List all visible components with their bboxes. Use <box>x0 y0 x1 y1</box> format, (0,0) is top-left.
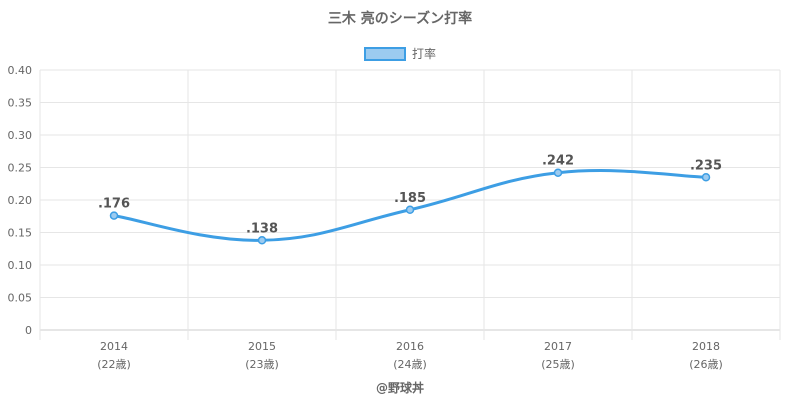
y-tick-label: 0.40 <box>8 64 33 77</box>
data-point[interactable] <box>257 236 267 245</box>
data-label: .138 <box>246 221 278 236</box>
data-label: .235 <box>690 158 722 173</box>
y-tick-label: 0.10 <box>8 259 33 272</box>
x-tick-age-label: (22歳) <box>97 358 131 371</box>
y-tick-label: 0 <box>25 324 32 337</box>
data-point[interactable] <box>109 211 119 220</box>
y-tick-label: 0.30 <box>8 129 33 142</box>
y-tick-label: 0.15 <box>8 227 33 240</box>
data-label: .242 <box>542 154 574 169</box>
data-label: .176 <box>98 197 130 212</box>
y-tick-label: 0.20 <box>8 194 33 207</box>
data-label: .185 <box>394 191 426 206</box>
x-tick-age-label: (25歳) <box>541 358 575 371</box>
data-point[interactable] <box>405 205 415 214</box>
x-tick-age-label: (26歳) <box>689 358 723 371</box>
y-tick-label: 0.25 <box>8 162 33 175</box>
x-tick-label: 2018 <box>692 340 720 353</box>
data-point[interactable] <box>701 173 711 182</box>
y-tick-label: 0.35 <box>8 97 33 110</box>
chart-title: 三木 亮のシーズン打率 <box>327 11 473 27</box>
legend[interactable]: 打率 <box>0 45 800 62</box>
data-point[interactable] <box>553 168 563 177</box>
legend-swatch <box>363 46 406 61</box>
y-tick-label: 0.05 <box>8 292 33 305</box>
x-tick-label: 2014 <box>100 340 128 353</box>
footer-credit: @野球丼 <box>375 381 424 395</box>
x-tick-label: 2015 <box>248 340 276 353</box>
legend-label: 打率 <box>411 47 436 61</box>
x-tick-age-label: (24歳) <box>393 358 427 371</box>
x-tick-age-label: (23歳) <box>245 358 279 371</box>
x-tick-label: 2016 <box>396 340 424 353</box>
x-tick-label: 2017 <box>544 340 572 353</box>
